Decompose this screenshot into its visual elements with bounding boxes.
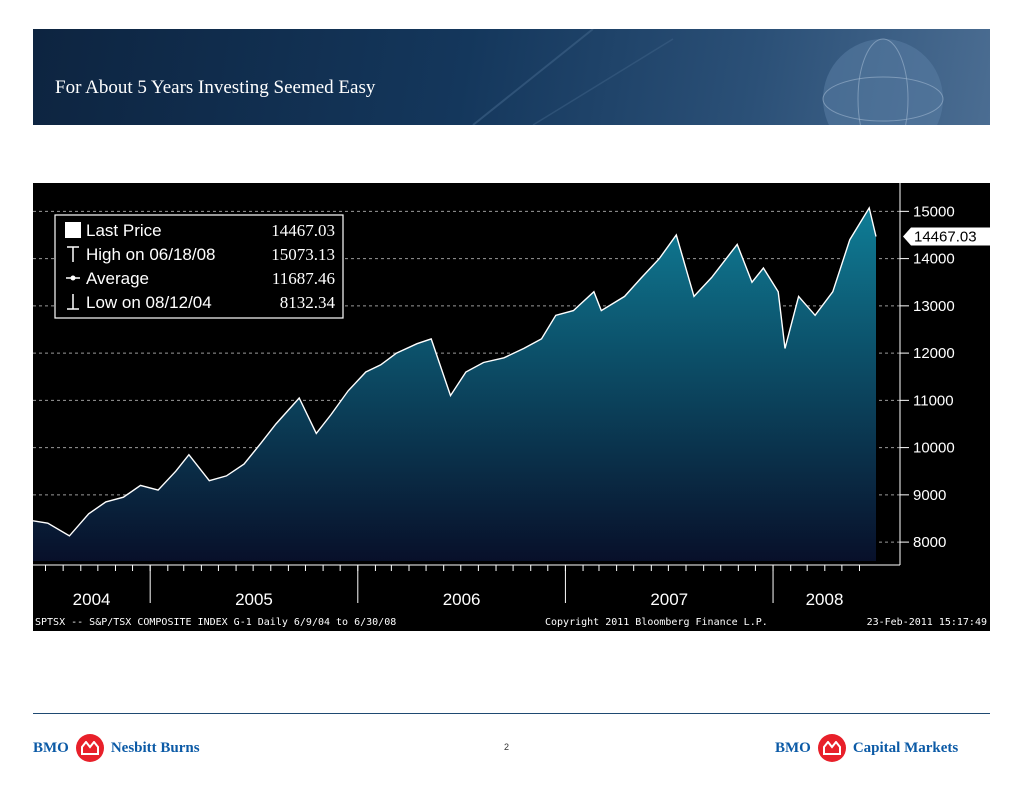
y-tick-label: 12000 <box>913 345 955 362</box>
bmo-roundel-icon <box>75 734 104 762</box>
x-tick-label: 2008 <box>806 590 844 609</box>
globe-graphic <box>472 29 944 125</box>
logo-bank-text: BMO <box>775 739 811 756</box>
legend-label: Average <box>86 269 149 288</box>
price-area <box>33 207 876 561</box>
y-tick-label: 11000 <box>913 392 954 409</box>
legend-value: 11687.46 <box>272 269 335 288</box>
y-tick-label: 13000 <box>913 298 955 315</box>
chart-footer-center: Copyright 2011 Bloomberg Finance L.P. <box>545 617 768 628</box>
legend-value: 14467.03 <box>271 221 335 240</box>
logo-nesbitt-burns: BMO Nesbitt Burns <box>33 733 200 763</box>
footer-divider <box>33 713 990 714</box>
logo-division-text: Capital Markets <box>852 739 959 756</box>
bmo-roundel-icon <box>817 734 846 762</box>
logo-division-text: Nesbitt Burns <box>110 739 200 756</box>
price-line <box>33 206 877 537</box>
y-tick-label: 14000 <box>913 251 955 268</box>
legend-entry: Low on 08/12/04 8132.34 <box>67 293 336 312</box>
last-price-tag: 14467.03 <box>903 227 990 246</box>
chart-footer-right: 23-Feb-2011 15:17:49 <box>867 617 987 628</box>
legend-entry: Average 11687.46 <box>66 269 335 288</box>
title-banner: For About 5 Years Investing Seemed Easy <box>33 29 990 125</box>
legend-square-icon <box>65 222 81 238</box>
legend-low-icon <box>67 294 79 310</box>
y-tick-label: 8000 <box>913 534 946 551</box>
y-tick-label: 15000 <box>913 203 955 220</box>
page-number: 2 <box>504 742 510 752</box>
x-tick-label: 2007 <box>650 590 688 609</box>
legend-label: High on 06/18/08 <box>86 245 216 264</box>
last-price-label: 14467.03 <box>914 229 977 246</box>
y-tick-label: 9000 <box>913 487 946 504</box>
chart-legend: Last Price 14467.03 High on 06/18/08 15073.… <box>54 214 344 319</box>
legend-high-icon <box>67 246 79 262</box>
x-tick-label: 2006 <box>443 590 481 609</box>
legend-value: 8132.34 <box>280 293 336 312</box>
chart-svg: 15000 14000 13000 12000 11000 10000 9000 8000 2… <box>33 183 990 628</box>
logo-bank-text: BMO <box>33 739 69 756</box>
stock-chart: 15000 14000 13000 12000 11000 10000 9000 8000 2… <box>33 183 990 631</box>
y-tick-label: 10000 <box>913 440 955 457</box>
logo-capital-markets: BMO Capital Markets <box>775 733 958 763</box>
x-tick-label: 2005 <box>235 590 273 609</box>
legend-label: Low on 08/12/04 <box>86 293 212 312</box>
legend-label: Last Price <box>86 221 162 240</box>
slide-title: For About 5 Years Investing Seemed Easy <box>55 77 376 98</box>
x-tick-label: 2004 <box>73 590 111 609</box>
legend-average-dot <box>70 275 76 281</box>
legend-entry: High on 06/18/08 15073.13 <box>67 245 335 264</box>
chart-footer-left: SPTSX -- S&P/TSX COMPOSITE INDEX G-1 Dai… <box>35 617 396 628</box>
legend-value: 15073.13 <box>271 245 335 264</box>
legend-entry: Last Price 14467.03 <box>65 221 335 240</box>
